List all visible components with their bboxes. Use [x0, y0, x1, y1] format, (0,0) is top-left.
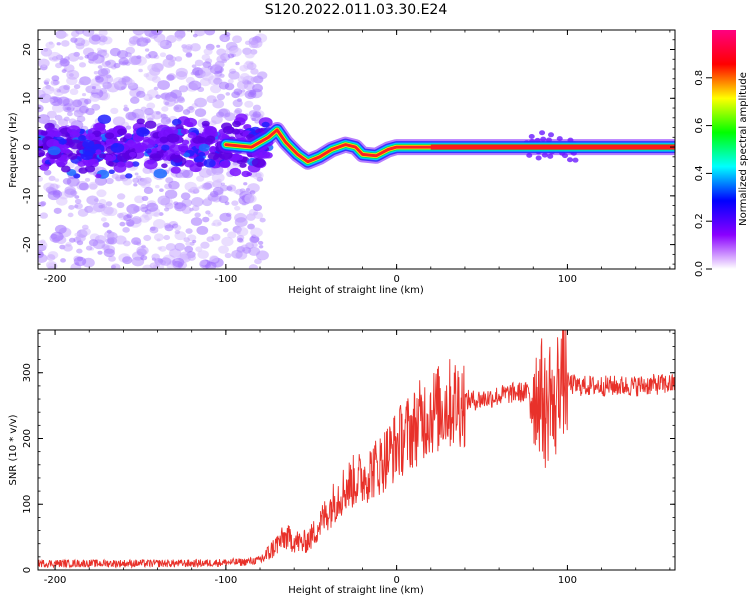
figure-title: S120.2022.011.03.30.E24	[265, 2, 448, 18]
snr-ytick-label: 200	[22, 429, 33, 448]
snr-x-label: Height of straight line (km)	[288, 585, 424, 596]
spectrogram-frame	[37, 29, 676, 270]
spectrogram-ridge	[217, 122, 675, 170]
snr-ticks: -200 -100 0 100 0 100 200 300	[22, 330, 675, 586]
snr-xtick-label: 0	[393, 575, 399, 586]
spectrogram-ytick-label: 20	[22, 43, 33, 56]
spectrogram-noise	[38, 30, 579, 269]
spectrogram-ytick-label: 10	[22, 92, 33, 105]
ridge-layer-5	[224, 128, 675, 164]
snr-series	[38, 330, 675, 569]
spectrogram-x-label: Height of straight line (km)	[288, 285, 424, 296]
spectrogram-ytick-label: -20	[22, 236, 33, 252]
spectrogram-xtick-label: 100	[558, 274, 577, 285]
spectrogram-xtick-label: -200	[44, 274, 67, 285]
colorbar-tick-label: 0.0	[694, 261, 705, 277]
colorbar-tick-label: 0.2	[694, 213, 705, 229]
snr-frame	[37, 329, 676, 571]
snr-line	[38, 330, 675, 569]
snr-xtick-label: 100	[558, 575, 577, 586]
snr-ytick-label: 0	[22, 567, 33, 573]
colorbar-ticks: 0.0 0.2 0.4 0.6 0.8	[694, 70, 712, 277]
colorbar-tick-label: 0.8	[694, 70, 705, 86]
colorbar-tick-label: 0.6	[694, 118, 705, 134]
colorbar-tick-label: 0.4	[694, 165, 705, 181]
snr-xtick-label: -200	[44, 575, 67, 586]
snr-panel: -200 -100 0 100 0 100 200 300 Height of straigh…	[8, 329, 676, 596]
spectrogram-xtick-label: -100	[215, 274, 238, 285]
snr-ytick-label: 300	[22, 363, 33, 382]
spectrogram-ytick-label: -10	[22, 188, 33, 204]
spectrogram-ytick-label: 0	[22, 144, 33, 150]
colorbar-bar	[712, 30, 736, 269]
spectrogram-xtick-label: 0	[393, 274, 399, 285]
snr-xtick-label: -100	[215, 575, 238, 586]
spectrogram-y-label: Frequency (Hz)	[8, 112, 19, 188]
ridge-core	[430, 144, 675, 150]
colorbar: 0.0 0.2 0.4 0.6 0.8 Normalized spectral ampl…	[694, 30, 749, 277]
snr-ytick-label: 100	[22, 495, 33, 514]
snr-background	[38, 330, 675, 570]
snr-y-label: SNR (10 * v/v)	[8, 414, 19, 485]
colorbar-label: Normalized spectral amplitude	[738, 72, 749, 226]
